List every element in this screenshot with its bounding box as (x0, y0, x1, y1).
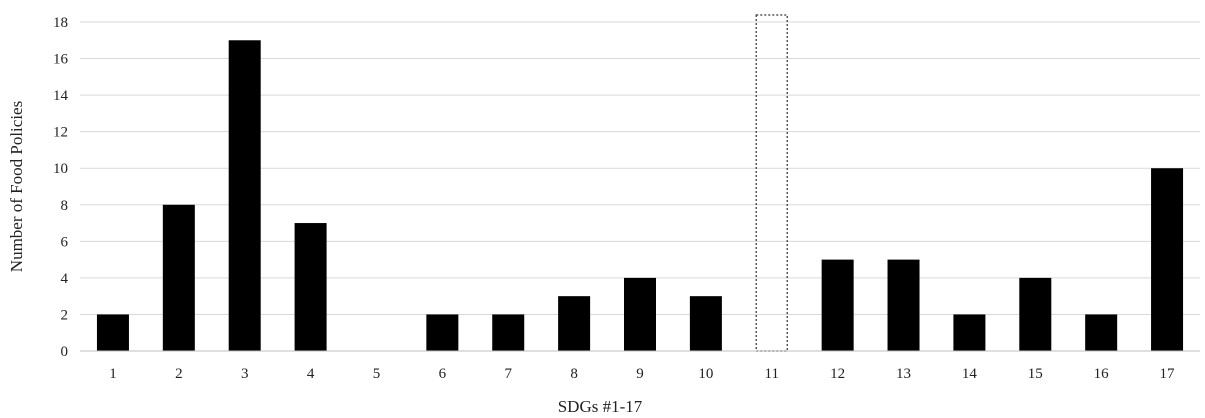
x-tick-label: 16 (1094, 366, 1110, 382)
x-axis-title: SDGs #1-17 (558, 397, 643, 416)
bar (294, 223, 327, 351)
bar (1085, 314, 1118, 351)
bar (492, 314, 525, 351)
y-tick-label: 10 (53, 161, 68, 177)
y-tick-label: 14 (53, 88, 69, 104)
bar (624, 277, 656, 351)
bar (162, 204, 195, 351)
x-tick-label: 1 (109, 366, 117, 382)
bar-highlight-outline (755, 14, 789, 352)
x-tick-label: 12 (830, 366, 845, 382)
y-axis-ticks: 0 2 4 6 8 10 12 14 16 18 (53, 15, 69, 360)
bar (821, 259, 854, 351)
x-tick-label: 14 (962, 366, 978, 382)
x-tick-label: 8 (570, 366, 578, 382)
bar (887, 259, 920, 351)
x-tick-label: 6 (439, 366, 447, 382)
bar (228, 40, 261, 352)
x-tick-label: 4 (307, 366, 315, 382)
x-tick-label: 5 (373, 366, 381, 382)
x-tick-label: 13 (896, 366, 911, 382)
x-tick-label: 2 (175, 366, 183, 382)
y-tick-label: 8 (61, 198, 69, 214)
x-tick-label: 9 (636, 366, 644, 382)
x-axis-ticks: 1 2 3 4 5 6 7 8 9 10 11 12 13 14 15 16 17 (109, 366, 1175, 382)
x-tick-label: 7 (504, 366, 512, 382)
x-tick-label: 10 (698, 366, 713, 382)
bar (953, 314, 986, 351)
bars (96, 14, 1184, 352)
x-tick-label: 11 (765, 366, 779, 382)
y-tick-label: 4 (61, 271, 69, 287)
x-tick-label: 15 (1028, 366, 1043, 382)
bar (426, 314, 459, 351)
bar (1019, 277, 1052, 351)
y-axis-title: Number of Food Policies (7, 101, 26, 272)
bar (558, 296, 591, 351)
grid-lines (80, 21, 1200, 315)
x-tick-label: 17 (1160, 366, 1176, 382)
y-tick-label: 16 (53, 52, 69, 68)
bar (96, 314, 129, 351)
bar (1151, 168, 1184, 351)
y-tick-label: 2 (61, 307, 69, 323)
y-tick-label: 12 (53, 125, 68, 141)
bar (689, 296, 722, 351)
y-tick-label: 6 (61, 234, 69, 250)
y-tick-label: 18 (53, 15, 68, 31)
x-tick-label: 3 (241, 366, 249, 382)
y-tick-label: 0 (61, 344, 69, 360)
